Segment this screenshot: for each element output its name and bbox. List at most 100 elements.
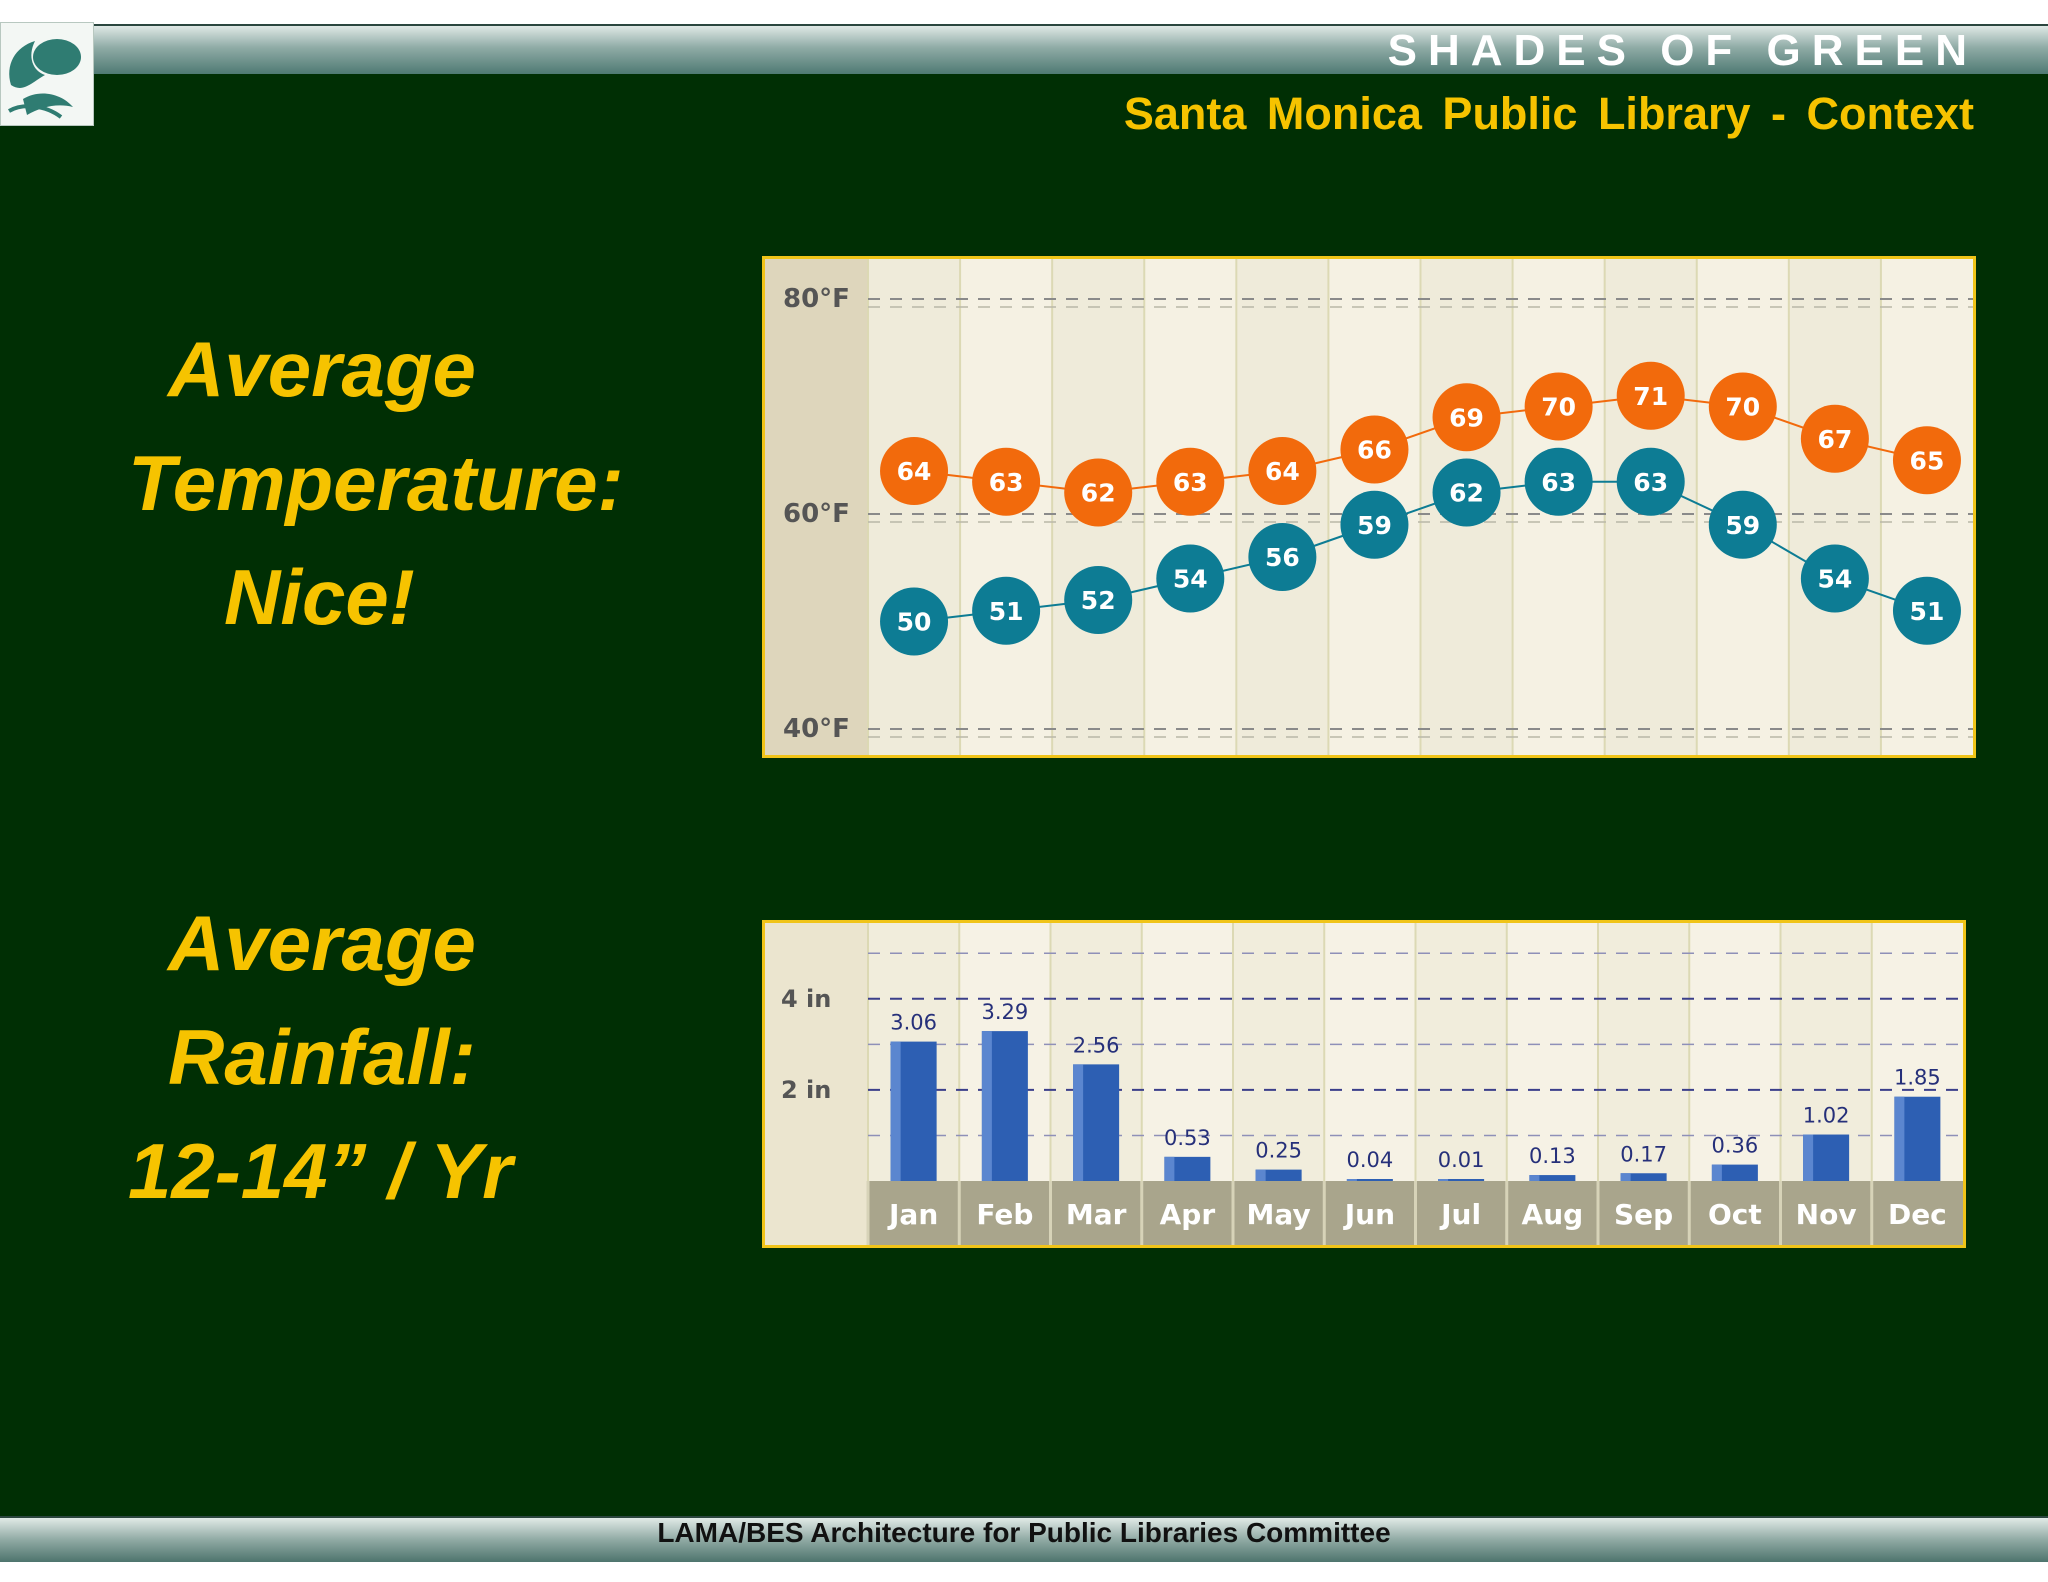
low-temp-label: 51 (989, 597, 1024, 626)
rain-column-band (1689, 923, 1781, 1181)
rain-xtick-label: Feb (976, 1198, 1033, 1231)
rain-column-band (1506, 923, 1598, 1181)
temp-ytick-label: 80°F (783, 284, 850, 314)
rain-xtick-label: Aug (1522, 1198, 1584, 1231)
rain-column-band (1415, 923, 1507, 1181)
footer-bar (0, 1516, 2048, 1562)
rain-xtick-label: Dec (1888, 1198, 1947, 1231)
low-temp-point (1616, 447, 1685, 516)
high-temp-label: 70 (1725, 393, 1760, 422)
high-temp-label: 63 (989, 468, 1024, 497)
high-temp-point (1156, 447, 1225, 516)
low-temp-label: 51 (1910, 597, 1945, 626)
header-bar (94, 24, 2048, 74)
rain-bar-highlight (1438, 1179, 1449, 1181)
high-temp-point (1892, 426, 1961, 495)
low-temp-point (972, 576, 1041, 645)
rain-xtick-label: Jan (887, 1198, 938, 1231)
rain-value-label: 1.85 (1894, 1066, 1941, 1090)
rain-value-label: 0.36 (1711, 1134, 1758, 1158)
low-temp-point (1800, 544, 1869, 613)
rain-xtick-label: Jul (1439, 1198, 1481, 1231)
low-temp-point (1432, 458, 1501, 527)
rain-column-band (1324, 923, 1416, 1181)
temp-column-band (1236, 259, 1329, 755)
footer-text: LAMA/BES Architecture for Public Librari… (657, 1517, 1391, 1548)
high-temp-label: 65 (1910, 446, 1945, 475)
high-temp-point (1432, 383, 1501, 452)
rain-xtick-label: Nov (1796, 1198, 1857, 1231)
high-temp-label: 63 (1173, 468, 1208, 497)
rain-xtick-label: Jun (1343, 1198, 1395, 1231)
rain-ytick-label: 2 in (781, 1076, 831, 1104)
rain-bar-oct (1711, 1164, 1758, 1181)
rain-value-label: 0.17 (1620, 1142, 1667, 1166)
rain-bar-highlight (981, 1031, 992, 1181)
temp-column-band (1880, 259, 1973, 755)
low-temp-label: 59 (1357, 511, 1392, 540)
high-temp-point (1708, 372, 1777, 441)
low-temp-label: 54 (1173, 565, 1208, 594)
rainfall-chart: 4 in 2 in 3.06 3.29 2.56 0.53 0.25 0.04 0.01 0.13… (762, 920, 1966, 1248)
low-temp-point (1524, 447, 1593, 516)
rain-bar-sep (1620, 1173, 1667, 1181)
high-temp-point (1524, 372, 1593, 441)
rain-bar-highlight (1255, 1169, 1266, 1181)
rain-value-label: 0.25 (1255, 1139, 1302, 1163)
high-temp-label: 67 (1817, 425, 1852, 454)
high-temp-point (1340, 415, 1409, 484)
rain-xtick-label: Mar (1066, 1198, 1127, 1231)
rain-bar-may (1255, 1169, 1302, 1181)
rain-bar-highlight (1711, 1164, 1722, 1181)
high-temp-label: 66 (1357, 436, 1392, 465)
low-temp-label: 56 (1265, 543, 1300, 572)
low-temp-point (880, 587, 949, 656)
low-temp-label: 63 (1541, 468, 1576, 497)
rain-bar-highlight (1894, 1096, 1905, 1181)
rainfall-line-2: Rainfall: (168, 1013, 476, 1101)
temperature-line-1: Average (168, 325, 476, 413)
temperature-chart: 80°F 60°F 40°F 64 63 62 63 64 66 69 70 71 70 67 65 50 51… (762, 256, 1976, 758)
high-temp-label: 62 (1081, 479, 1116, 508)
rainfall-chart-svg: 4 in 2 in 3.06 3.29 2.56 0.53 0.25 0.04 0.01 0.13… (765, 923, 1963, 1245)
high-temp-label: 70 (1541, 393, 1576, 422)
temp-ytick-label: 40°F (783, 714, 850, 744)
ala-logo (0, 22, 94, 126)
page-subtitle: Santa Monica Public Library - Context (1123, 88, 1974, 139)
rain-value-label: 3.06 (890, 1011, 937, 1035)
rain-bar-highlight (1073, 1064, 1084, 1181)
rain-value-label: 0.13 (1529, 1144, 1576, 1168)
high-temp-label: 64 (1265, 457, 1300, 486)
low-temp-label: 52 (1081, 586, 1116, 615)
rain-value-label: 3.29 (981, 1000, 1028, 1024)
low-temp-point (1064, 566, 1133, 634)
temp-column-band (868, 259, 961, 755)
low-temp-label: 59 (1725, 511, 1760, 540)
rain-bar-highlight (1620, 1173, 1631, 1181)
rain-column-band (1598, 923, 1690, 1181)
high-temp-point (972, 447, 1041, 516)
rain-bar-jun (1346, 1179, 1393, 1181)
rain-xtick-label: Oct (1708, 1198, 1762, 1231)
high-temp-point (1064, 458, 1133, 527)
rain-xtick-label: Apr (1160, 1198, 1216, 1231)
low-temp-point (1156, 544, 1225, 613)
rain-bar-highlight (1346, 1179, 1357, 1181)
brand-title: SHADES OF GREEN (1387, 26, 1978, 75)
low-temp-point (1248, 523, 1317, 591)
rain-bar-highlight (890, 1041, 901, 1181)
high-temp-label: 71 (1633, 382, 1668, 411)
low-temp-label: 50 (897, 608, 932, 637)
rain-value-label: 0.01 (1438, 1148, 1485, 1172)
temp-axis-strip (765, 259, 868, 755)
low-temp-point (1340, 490, 1409, 559)
rain-bar-highlight (1164, 1156, 1175, 1181)
rain-ytick-label: 4 in (781, 985, 831, 1013)
rain-xtick-label: Sep (1614, 1198, 1673, 1231)
rain-bar-highlight (1529, 1175, 1540, 1181)
rain-bar-aug (1529, 1175, 1576, 1181)
low-temp-point (1708, 490, 1777, 559)
high-temp-point (1248, 437, 1317, 505)
rain-value-label: 2.56 (1073, 1033, 1120, 1057)
